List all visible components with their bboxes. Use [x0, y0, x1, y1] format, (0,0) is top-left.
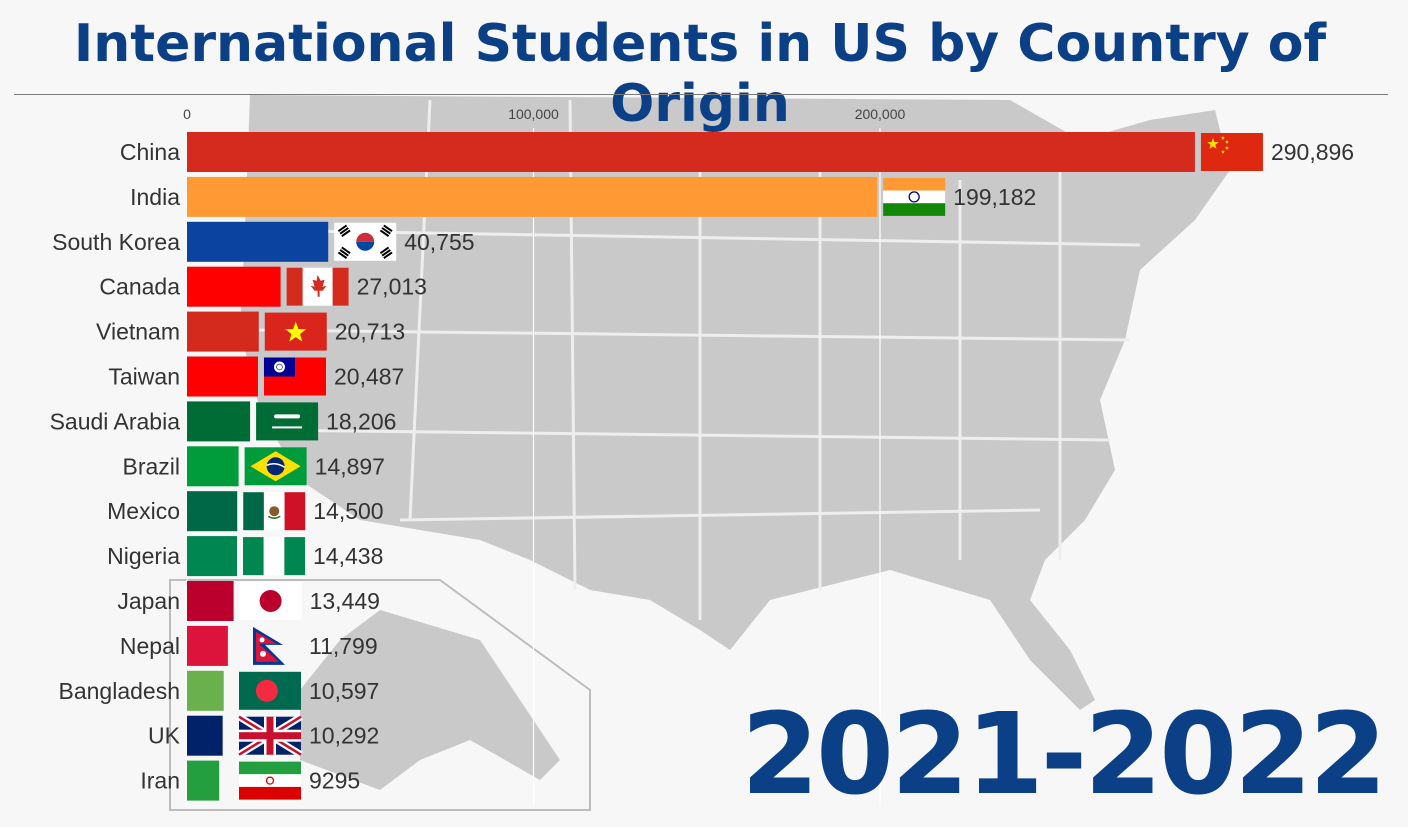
- value-label: 10,597: [309, 678, 379, 704]
- category-label: South Korea: [52, 229, 180, 255]
- category-label: Nigeria: [107, 543, 180, 569]
- bar: [187, 625, 228, 666]
- bar-row: Bangladesh 10,597: [59, 670, 379, 711]
- category-label: Taiwan: [108, 364, 180, 390]
- value-label: 9295: [309, 768, 360, 794]
- category-label: Brazil: [122, 453, 180, 479]
- category-label: Vietnam: [96, 319, 180, 345]
- bar-row: India 199,182: [130, 176, 1036, 217]
- value-label: 11,799: [309, 633, 378, 659]
- x-tick-label: 100,000: [508, 106, 559, 122]
- bar: [187, 581, 234, 621]
- nigeria-flag-icon: [243, 537, 306, 576]
- value-label: 14,438: [313, 543, 383, 569]
- saudi-arabia-flag-icon: [256, 402, 319, 441]
- category-label: Mexico: [107, 498, 180, 524]
- taiwan-flag-icon: [263, 357, 326, 396]
- value-label: 14,897: [315, 453, 385, 479]
- bar-row: Japan 13,449: [117, 581, 380, 621]
- bar-row: South Korea 40,755: [52, 221, 475, 262]
- bar: [187, 670, 224, 711]
- iran-flag-icon: [239, 761, 301, 800]
- bar: [187, 311, 259, 352]
- bar: [187, 221, 329, 262]
- bar: [187, 715, 223, 756]
- india-flag-icon: [883, 177, 946, 216]
- vietnam-flag-icon: [264, 312, 327, 351]
- bar: [187, 176, 878, 217]
- value-label: 199,182: [953, 184, 1036, 210]
- value-label: 20,713: [335, 319, 405, 345]
- bar: [187, 356, 258, 397]
- x-tick-label: 0: [183, 106, 191, 122]
- value-label: 290,896: [1271, 139, 1354, 165]
- value-label: 27,013: [357, 274, 427, 300]
- bar-row: Iran 9295: [140, 760, 360, 801]
- bangladesh-flag-icon: [239, 671, 301, 710]
- category-label: China: [120, 139, 180, 165]
- bar: [187, 266, 281, 307]
- category-label: Japan: [117, 588, 180, 614]
- category-label: Iran: [140, 768, 180, 794]
- bar-row: China 290,896: [120, 132, 1354, 172]
- category-label: UK: [148, 723, 181, 749]
- bar-row: Canada 27,013: [99, 266, 427, 307]
- china-flag-icon: [1200, 133, 1263, 171]
- bar: [187, 446, 239, 487]
- category-label: Nepal: [120, 633, 180, 659]
- bar: [187, 401, 251, 442]
- canada-flag-icon: [286, 267, 349, 306]
- brazil-flag-icon: [244, 447, 307, 486]
- value-label: 10,292: [309, 723, 379, 749]
- bar: [187, 536, 238, 577]
- bar: [187, 132, 1195, 172]
- japan-flag-icon: [239, 582, 302, 620]
- bar-row: UK 10,292: [148, 713, 379, 758]
- south-korea-flag-icon: [334, 222, 397, 261]
- category-label: Canada: [99, 274, 180, 300]
- bar-row: Saudi Arabia 18,206: [50, 401, 396, 442]
- x-axis-ticks: 0 100,000 200,000: [183, 106, 905, 122]
- year-label: 2021-2022: [741, 690, 1387, 820]
- bar-row: Vietnam 20,713: [96, 311, 405, 352]
- value-label: 14,500: [313, 498, 383, 524]
- value-label: 18,206: [326, 408, 396, 434]
- mexico-flag-icon: [243, 492, 306, 531]
- bar-row: Brazil 14,897: [122, 446, 385, 487]
- x-tick-label: 200,000: [855, 106, 906, 122]
- category-label: Bangladesh: [59, 678, 181, 704]
- title-divider: [14, 94, 1388, 95]
- us-map-background: [169, 95, 1230, 811]
- value-label: 40,755: [404, 229, 474, 255]
- bars: China 290,896 India 199,182 South Korea 40,75…: [50, 132, 1354, 801]
- uk-flag-icon: [237, 713, 303, 758]
- bar-row: Nigeria 14,438: [107, 536, 383, 577]
- value-label: 20,487: [334, 364, 404, 390]
- page-title: International Students in US by Country …: [73, 14, 1327, 134]
- category-label: Saudi Arabia: [50, 408, 181, 434]
- category-label: India: [130, 184, 180, 210]
- bar-row: Mexico 14,500: [107, 491, 384, 532]
- bar: [187, 760, 220, 801]
- bar: [187, 491, 238, 532]
- nepal-flag-icon: [239, 626, 301, 665]
- value-label: 13,449: [310, 588, 380, 614]
- bar-row: Nepal 11,799: [120, 625, 378, 666]
- bar-row: Taiwan 20,487: [108, 356, 404, 397]
